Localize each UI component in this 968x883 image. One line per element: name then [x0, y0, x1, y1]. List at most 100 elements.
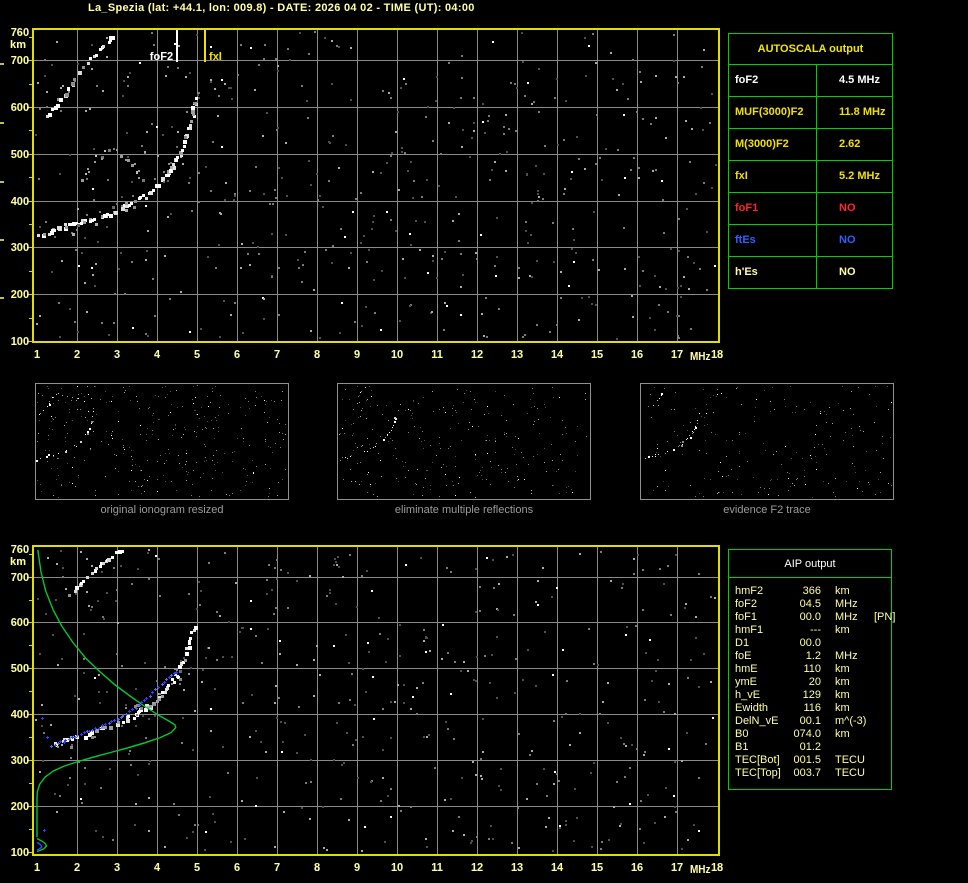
aip-cell: MHz	[835, 650, 858, 662]
aip-cell	[865, 585, 891, 598]
thumbnail-caption: original ionogram resized	[100, 504, 224, 516]
aip-cell: km	[835, 676, 850, 688]
aip-cell: foE	[735, 650, 752, 662]
aip-row: foF2 04.5 MHz	[735, 598, 891, 611]
row-value: NO	[839, 234, 856, 246]
aip-cell: ymE	[735, 676, 757, 688]
aip-cell: B1	[735, 741, 749, 753]
aip-cell: MHz	[835, 611, 858, 623]
aip-row: hmF1 --- km	[735, 624, 891, 637]
aip-row: TEC[Bot] 001.5 TECU	[735, 754, 891, 767]
thumbnail-caption: eliminate multiple reflections	[394, 504, 534, 516]
row-value: 11.8 MHz	[839, 106, 886, 118]
aip-cell: D1	[735, 637, 750, 649]
row-value: 2.62	[839, 138, 861, 150]
aip-row: h_vE 129 km	[735, 689, 891, 702]
aip-cell	[865, 624, 891, 637]
aip-row: Ewidth 116 km	[735, 702, 891, 715]
aip-row: ymE 20 km	[735, 676, 891, 689]
aip-cell: h_vE	[735, 689, 761, 701]
aip-cell: TECU	[835, 754, 865, 766]
aip-cell: 129	[802, 689, 821, 701]
aip-cell: Ewidth	[735, 702, 769, 714]
aip-cell: km	[835, 624, 850, 636]
row-label: foF2	[729, 65, 817, 96]
top-ionogram-plot	[0, 24, 724, 370]
aip-cell: TEC[Top]	[735, 767, 781, 779]
row-label: h'Es	[729, 257, 817, 288]
aip-cell	[865, 650, 891, 663]
aip-cell	[865, 754, 891, 767]
aip-cell: 1.2	[805, 650, 821, 662]
aip-cell: 00.1	[799, 715, 821, 727]
thumbnail-f2-trace-evidence	[640, 383, 894, 500]
aip-cell	[865, 741, 891, 754]
aip-cell: 04.5	[799, 598, 821, 610]
aip-cell: DelN_vE	[735, 715, 779, 727]
aip-row: foF1 00.0 MHz [PN]	[735, 611, 896, 624]
thumbnail-f2trace-canvas	[641, 384, 893, 499]
table-row-hes: h'Es NO	[729, 257, 892, 288]
row-value: NO	[839, 266, 856, 278]
aip-cell: 00.0	[799, 611, 821, 623]
aip-row: DelN_vE 00.1 m^(-3)	[735, 715, 891, 728]
aip-cell: 116	[803, 702, 821, 714]
row-value: 4.5 MHz	[839, 74, 880, 86]
aip-cell	[865, 637, 891, 650]
thumbnail-caption: evidence F2 trace	[723, 504, 811, 516]
aip-cell: km	[835, 728, 850, 740]
thumbnail-multiple-reflections-removed	[337, 383, 591, 500]
aip-cell: 00.0	[799, 637, 821, 649]
table-row-fof1: foF1 NO	[729, 193, 892, 225]
aip-row: hmE 110 km	[735, 663, 891, 676]
aip-cell	[865, 728, 891, 741]
table-row-m3000f2: M(3000)F2 2.62	[729, 129, 892, 161]
aip-cell	[865, 676, 891, 689]
aip-cell: hmF2	[735, 585, 764, 597]
aip-cell: km	[835, 702, 850, 714]
aip-cell: foF2	[735, 598, 758, 610]
aip-cell	[865, 598, 891, 611]
thumbnail-reflections-canvas	[338, 384, 590, 499]
aip-cell: 01.2	[799, 741, 821, 753]
row-label: foF1	[729, 193, 817, 224]
aip-table-title: AIP output	[729, 550, 891, 578]
page-title: La_Spezia (lat: +44.1, lon: 009.8) - DAT…	[88, 2, 475, 14]
row-value: 5.2 MHz	[839, 170, 880, 182]
row-label: ftEs	[729, 225, 817, 256]
row-label: fxI	[729, 161, 817, 192]
aip-cell: foF1	[735, 611, 758, 623]
aip-cell: m^(-3)	[835, 715, 867, 727]
aip-cell	[865, 702, 891, 715]
aip-row: TEC[Top] 003.7 TECU	[735, 767, 891, 780]
table-row-fof2: foF2 4.5 MHz	[729, 65, 892, 97]
aip-cell	[821, 637, 865, 650]
aip-rows: hmF2 366 km foF2 04.5 MHz foF1 00.0 MHz [PN] hmF1 -…	[729, 578, 896, 780]
aip-cell: 20	[808, 676, 821, 688]
aip-cell	[865, 715, 891, 728]
row-value: NO	[839, 202, 856, 214]
aip-cell: 074.0	[793, 728, 821, 740]
aip-row: foE 1.2 MHz	[735, 650, 891, 663]
row-label: M(3000)F2	[729, 129, 817, 160]
thumbnail-original-canvas	[36, 384, 288, 499]
aip-row: D1 00.0	[735, 637, 891, 650]
aip-cell: km	[835, 663, 850, 675]
aip-cell: 366	[802, 585, 821, 597]
aip-row: hmF2 366 km	[735, 585, 891, 598]
aip-cell: 003.7	[793, 767, 821, 779]
aip-cell: hmE	[735, 663, 758, 675]
autoscala-table-title: AUTOSCALA output	[729, 34, 892, 65]
autoscala-output-table: AUTOSCALA output foF2 4.5 MHz MUF(3000)F…	[728, 33, 893, 289]
aip-cell	[821, 741, 865, 754]
aip-cell: [PN]	[874, 611, 896, 623]
aip-cell: km	[835, 585, 850, 597]
aip-cell: 001.5	[793, 754, 821, 766]
aip-cell: TECU	[835, 767, 865, 779]
aip-cell: ---	[810, 624, 821, 636]
aip-cell: TEC[Bot]	[735, 754, 780, 766]
aip-cell	[865, 663, 891, 676]
table-row-ftes: ftEs NO	[729, 225, 892, 257]
aip-row: B1 01.2	[735, 741, 891, 754]
